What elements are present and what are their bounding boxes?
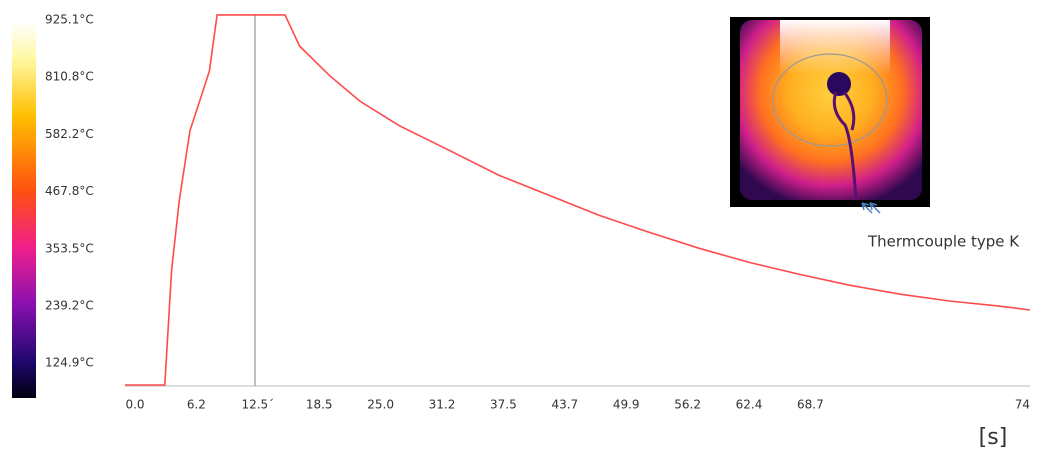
x-tick-label: 37.5: [490, 398, 517, 412]
colorbar-label: 810.8°C: [45, 70, 94, 84]
colorbar: [12, 22, 36, 398]
x-tick-label: 18.5: [306, 398, 333, 412]
arrow: [861, 202, 881, 214]
x-tick-label: 6.2: [187, 398, 206, 412]
annotation: Thermcouple type K: [867, 233, 1020, 251]
colorbar-label: 467.8°C: [45, 184, 94, 198]
thermal-image: [730, 17, 930, 207]
x-tick-label: 43.7: [551, 398, 578, 412]
colorbar-label: 353.5°C: [45, 241, 94, 255]
x-tick-label: 68.7: [797, 398, 824, 412]
x-tick-label: 49.9: [613, 398, 640, 412]
x-tick-label: 56.2: [674, 398, 701, 412]
x-tick-label: 31.2: [429, 398, 456, 412]
colorbar-label: 925.1°C: [45, 13, 94, 27]
colorbar-label: 582.2°C: [45, 127, 94, 141]
x-tick-label: 12.5´: [241, 398, 274, 412]
colorbar-label: 239.2°C: [45, 299, 94, 313]
x-tick-label: 74: [1015, 398, 1030, 412]
x-tick-label: 62.4: [736, 398, 763, 412]
line: [125, 14, 1031, 386]
x-tick-label: 25.0: [367, 398, 394, 412]
x-unit: [s]: [979, 425, 1008, 450]
colorbar-label: 124.9°C: [45, 356, 94, 370]
x-tick-label: 0.0: [125, 398, 144, 412]
